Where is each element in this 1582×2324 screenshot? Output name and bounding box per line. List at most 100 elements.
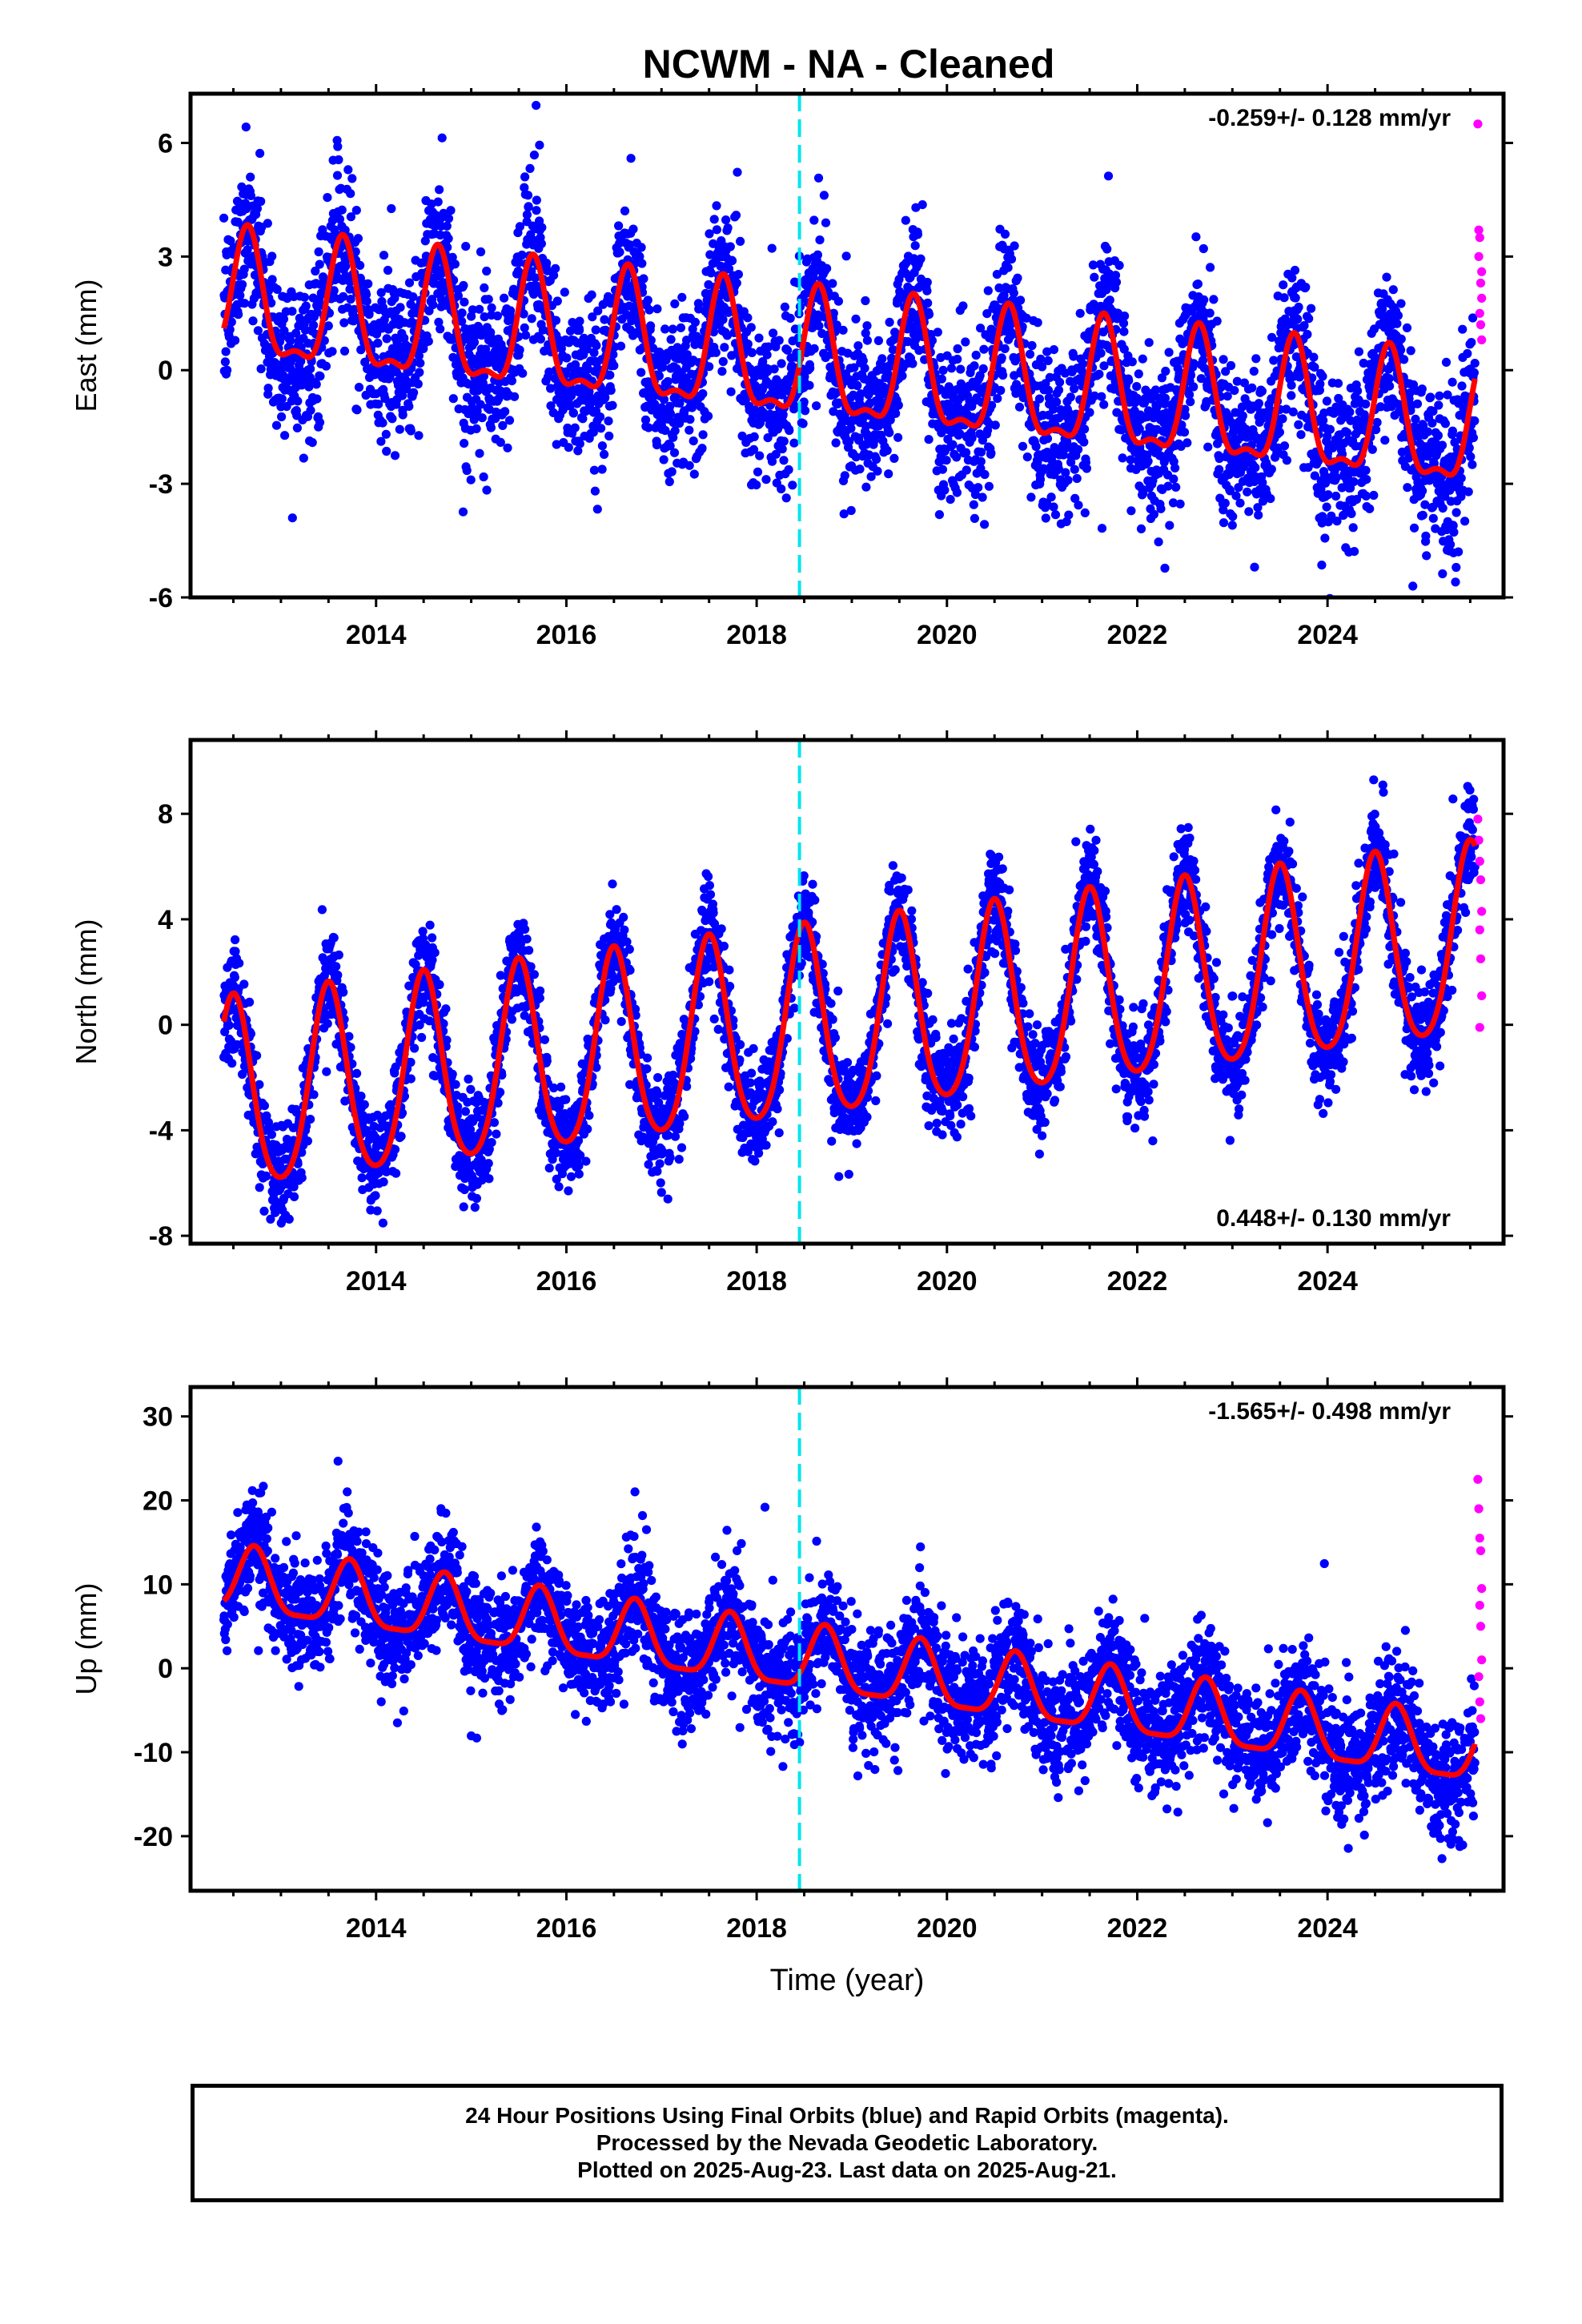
final-orbit-point	[507, 376, 517, 386]
final-orbit-point	[331, 962, 341, 971]
final-orbit-point	[817, 328, 827, 339]
final-orbit-point	[1399, 355, 1409, 364]
final-orbit-point	[416, 358, 425, 368]
rapid-orbit-point	[1475, 233, 1484, 243]
final-orbit-point	[284, 1214, 294, 1224]
final-orbit-point	[604, 431, 614, 441]
final-orbit-point	[858, 356, 868, 366]
final-orbit-point	[359, 1100, 369, 1109]
final-orbit-point	[503, 443, 512, 452]
final-orbit-point	[769, 328, 778, 338]
final-orbit-point	[1189, 382, 1199, 392]
final-orbit-point	[652, 304, 662, 314]
final-orbit-point	[831, 438, 841, 448]
final-orbit-point	[1454, 547, 1464, 557]
final-orbit-point	[404, 278, 415, 287]
final-orbit-point	[1127, 357, 1137, 367]
final-orbit-point	[828, 279, 837, 288]
final-orbit-point	[1250, 562, 1259, 572]
final-orbit-point	[600, 315, 609, 324]
final-orbit-point	[1043, 356, 1053, 365]
final-orbit-point	[718, 315, 728, 324]
final-orbit-point	[1287, 391, 1296, 400]
final-orbit-point	[1365, 504, 1375, 513]
final-orbit-point	[1380, 436, 1390, 445]
final-orbit-point	[231, 336, 240, 345]
final-orbit-point	[1247, 383, 1257, 392]
final-orbit-point	[669, 448, 680, 457]
final-orbit-point	[1388, 285, 1398, 295]
final-orbit-point	[299, 292, 309, 302]
final-orbit-point	[1203, 442, 1213, 452]
final-orbit-point	[1457, 381, 1467, 391]
final-orbit-point	[591, 325, 600, 335]
final-orbit-point	[477, 413, 487, 423]
final-orbit-point	[1119, 327, 1129, 336]
final-orbit-point	[315, 372, 325, 381]
final-orbit-point	[406, 426, 416, 436]
final-orbit-point	[271, 420, 282, 430]
final-orbit-point	[314, 247, 323, 257]
final-orbit-point	[448, 394, 458, 404]
final-orbit-point	[809, 344, 819, 353]
final-orbit-point	[397, 391, 408, 400]
final-orbit-point	[1449, 527, 1459, 537]
final-orbit-point	[885, 317, 894, 327]
final-orbit-point	[219, 213, 229, 223]
final-orbit-point	[227, 317, 236, 327]
final-orbit-point	[838, 325, 848, 335]
final-orbit-point	[777, 444, 787, 454]
final-orbit-point	[469, 337, 480, 347]
final-orbit-point	[658, 362, 668, 372]
final-orbit-point	[1003, 263, 1013, 272]
final-orbit-point	[893, 432, 903, 442]
final-orbit-point	[853, 341, 863, 351]
final-orbit-point	[908, 359, 917, 368]
rapid-orbit-point	[1473, 119, 1483, 129]
final-orbit-point	[736, 236, 745, 246]
final-orbit-point	[1175, 499, 1185, 509]
final-orbit-point	[593, 306, 603, 316]
final-orbit-point	[861, 296, 870, 306]
final-orbit-point	[535, 140, 544, 150]
final-orbit-point	[334, 950, 343, 960]
final-orbit-point	[351, 206, 361, 215]
final-orbit-point	[1294, 302, 1303, 312]
final-orbit-point	[938, 464, 947, 474]
rapid-orbit-point	[1475, 308, 1484, 318]
final-orbit-point	[1085, 408, 1094, 417]
final-orbit-point	[663, 376, 673, 387]
final-orbit-point	[1164, 348, 1174, 357]
final-orbit-point	[856, 389, 865, 399]
final-orbit-point	[644, 423, 653, 432]
final-orbit-point	[520, 183, 529, 192]
final-orbit-point	[376, 436, 386, 446]
rate-annotation: -0.259+/- 0.128 mm/yr	[1208, 105, 1451, 131]
final-orbit-point	[225, 325, 235, 335]
final-orbit-point	[443, 243, 452, 252]
final-orbit-point	[709, 215, 719, 224]
final-orbit-point	[749, 432, 759, 442]
final-orbit-point	[659, 455, 669, 464]
final-orbit-point	[1052, 397, 1062, 407]
final-orbit-point	[1082, 464, 1091, 473]
final-orbit-point	[983, 286, 993, 296]
final-orbit-point	[446, 206, 456, 215]
final-orbit-point	[1409, 523, 1419, 533]
final-orbit-point	[1279, 280, 1288, 290]
final-orbit-point	[1361, 465, 1371, 476]
final-orbit-point	[974, 483, 983, 493]
final-orbit-point	[1105, 296, 1114, 305]
final-orbit-point	[1304, 314, 1314, 324]
x-tick-label: 2020	[917, 620, 978, 650]
final-orbit-point	[771, 449, 781, 459]
final-orbit-point	[378, 418, 387, 428]
final-orbit-point	[813, 173, 824, 183]
final-orbit-point	[1215, 464, 1224, 474]
final-orbit-point	[597, 464, 607, 474]
final-orbit-point	[643, 296, 652, 305]
final-orbit-point	[1049, 502, 1058, 512]
final-orbit-point	[711, 348, 721, 357]
final-orbit-point	[1050, 510, 1061, 520]
final-orbit-point	[862, 336, 872, 345]
